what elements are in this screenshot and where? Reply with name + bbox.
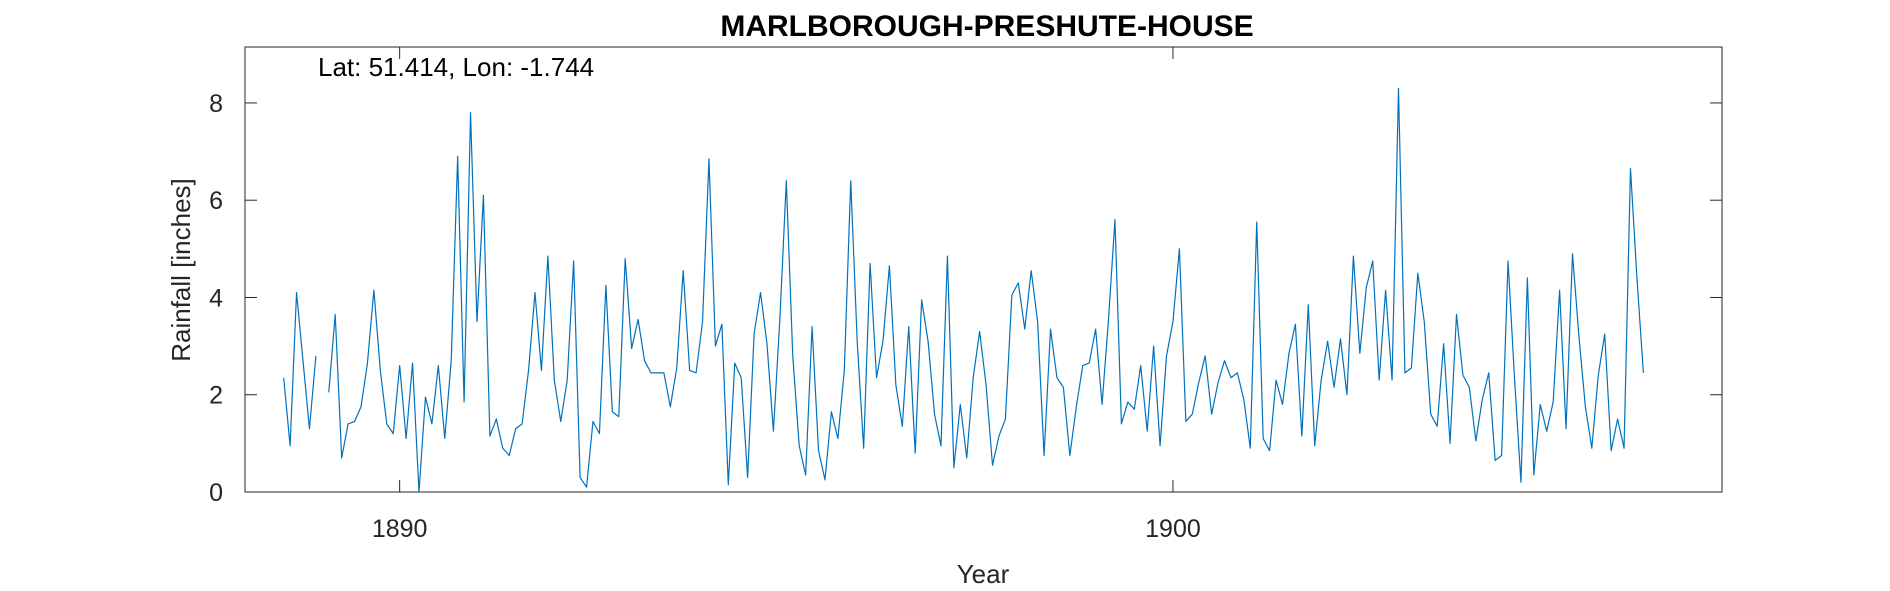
- series-line-segment: [283, 292, 317, 447]
- x-axis-ticks: 1890 1900: [372, 47, 1201, 543]
- plot-area: [244, 46, 1723, 493]
- series-line-segment: [328, 87, 1644, 493]
- y-tick-label: 0: [209, 479, 223, 507]
- location-annotation: Lat: 51.414, Lon: -1.744: [318, 52, 594, 82]
- series-rainfall: [283, 87, 1644, 493]
- chart-title: MARLBOROUGH-PRESHUTE-HOUSE: [720, 10, 1253, 43]
- y-tick-label: 6: [209, 187, 223, 215]
- x-tick-label: 1900: [1145, 515, 1201, 543]
- y-tick-label: 4: [209, 284, 223, 312]
- x-tick-label: 1890: [372, 515, 428, 543]
- y-tick-label: 8: [209, 90, 223, 118]
- y-axis-ticks: 0 2 4 6 8: [209, 90, 1722, 507]
- y-tick-label: 2: [209, 382, 223, 410]
- y-axis-label: Rainfall [inches]: [166, 178, 196, 362]
- x-axis-label: Year: [957, 559, 1010, 589]
